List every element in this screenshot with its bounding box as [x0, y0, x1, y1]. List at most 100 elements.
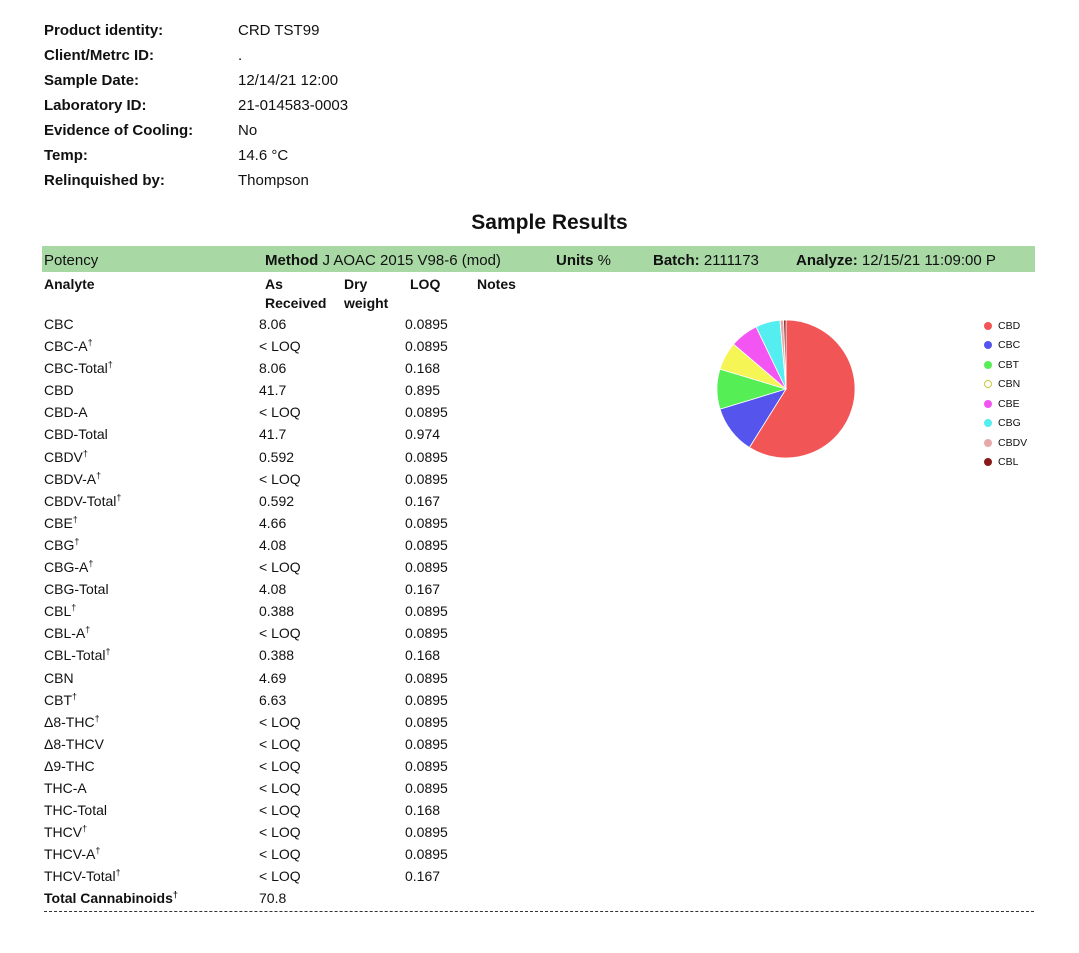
table-row: CBD 41.7 0.895 — [44, 379, 474, 401]
analyte-name: CBDV-A — [44, 470, 97, 487]
loq-cell: 0.168 — [405, 360, 441, 377]
legend-label: CBT — [998, 358, 1019, 371]
analyte-cell: CBE† — [44, 515, 78, 531]
legend-swatch — [984, 458, 992, 467]
analyte-cell: THCV-A† — [44, 846, 100, 862]
analyte-cell: CBC-A† — [44, 338, 93, 354]
method-label: Method — [265, 252, 319, 269]
analyte-cell: THC-Total — [44, 802, 107, 818]
analyte-name: Total Cannabinoids — [44, 890, 173, 907]
info-label: Client/Metrc ID: — [44, 47, 155, 64]
analyte-name: CBG — [44, 536, 75, 553]
as-received-cell: < LOQ — [259, 846, 301, 863]
as-received-cell: < LOQ — [259, 470, 301, 487]
table-row: THCV† < LOQ 0.0895 — [44, 821, 474, 843]
col-loq: LOQ — [410, 276, 441, 292]
loq-cell: 0.0895 — [405, 779, 448, 796]
table-row: CBE† 4.66 0.0895 — [44, 512, 474, 534]
analyte-cell: THCV-Total† — [44, 868, 121, 884]
analyte-cell: CBDV† — [44, 448, 88, 465]
analyte-name: CBG-A — [44, 559, 89, 576]
info-row-relinquished: Relinquished by: Thompson — [44, 168, 348, 193]
batch-label: Batch: — [653, 252, 700, 269]
analyte-name: Δ8-THCV — [44, 735, 104, 752]
as-received-cell: < LOQ — [259, 802, 301, 819]
as-received-cell: 0.388 — [259, 603, 295, 620]
table-row: CBN 4.69 0.0895 — [44, 667, 474, 689]
legend-item-cbn: CBN — [984, 375, 1027, 395]
info-label: Sample Date: — [44, 72, 140, 89]
table-row: CBDV† 0.592 0.0895 — [44, 446, 474, 468]
dagger-mark: † — [94, 713, 100, 724]
info-value: Thompson — [238, 172, 309, 189]
info-label: Relinquished by: — [44, 172, 165, 189]
as-received-cell: 4.08 — [259, 536, 287, 553]
dagger-mark: † — [116, 492, 122, 503]
dagger-mark: † — [105, 646, 111, 657]
legend-item-cbd: CBD — [984, 316, 1027, 336]
info-label: Evidence of Cooling: — [44, 122, 194, 139]
dagger-mark: † — [87, 337, 93, 348]
table-row: CBL-A† < LOQ 0.0895 — [44, 622, 474, 644]
as-received-cell: < LOQ — [259, 625, 301, 642]
legend-swatch — [984, 341, 992, 350]
analyte-cell: CBDV-A† — [44, 471, 101, 487]
analyte-name: CBL — [44, 603, 72, 620]
as-received-cell: 4.66 — [259, 514, 287, 531]
legend-swatch — [984, 360, 992, 369]
table-row: CBDV-Total† 0.592 0.167 — [44, 490, 474, 512]
analyte-name: CBDV — [44, 448, 83, 465]
table-row: CBL-Total† 0.388 0.168 — [44, 644, 474, 666]
dagger-mark: † — [95, 845, 101, 856]
loq-cell: 0.0895 — [405, 514, 448, 531]
dagger-mark: † — [115, 867, 121, 878]
analyte-cell: CBN — [44, 670, 74, 686]
loq-cell: 0.0895 — [405, 691, 448, 708]
analyte-name: CBC — [44, 316, 74, 332]
legend-swatch — [984, 419, 992, 428]
dagger-mark: † — [96, 470, 102, 480]
analyte-name: THC-A — [44, 779, 87, 796]
col-as-received-1: As — [265, 276, 283, 292]
as-received-cell: 8.06 — [259, 360, 287, 377]
analyte-cell: THC-A — [44, 780, 87, 796]
as-received-cell: < LOQ — [259, 757, 301, 774]
as-received-cell: < LOQ — [259, 713, 301, 730]
info-row-date: Sample Date: 12/14/21 12:00 — [44, 68, 348, 93]
units-value: % — [597, 252, 612, 269]
analyte-name: THCV-Total — [44, 868, 116, 885]
info-label: Product identity: — [44, 22, 164, 39]
analyte-name: THCV-A — [44, 846, 96, 863]
analyze-label: Analyze: — [796, 252, 858, 269]
dagger-mark: † — [172, 889, 178, 900]
as-received-cell: 4.08 — [259, 581, 287, 598]
table-row: CBC-A† < LOQ 0.0895 — [44, 335, 474, 357]
analyte-name: CBN — [44, 669, 74, 686]
sample-info: Product identity: CRD TST99 Client/Metrc … — [44, 18, 348, 193]
analyte-cell: CBG-A† — [44, 559, 93, 575]
table-row: THC-A < LOQ 0.0895 — [44, 777, 474, 799]
analyte-name: CBE — [44, 514, 73, 531]
as-received-cell: 41.7 — [259, 426, 287, 443]
analyte-name: CBD-Total — [44, 426, 108, 443]
dagger-mark: † — [107, 359, 113, 370]
loq-cell: 0.0895 — [405, 470, 448, 487]
info-row-temp: Temp: 14.6 °C — [44, 143, 348, 168]
legend-swatch — [984, 321, 992, 330]
dagger-mark: † — [71, 602, 77, 613]
analyte-name: CBL-Total — [44, 647, 106, 664]
as-received-cell: 0.592 — [259, 448, 295, 465]
table-row-total: Total Cannabinoids† 70.8 — [44, 887, 474, 909]
table-row: CBDV-A† < LOQ 0.0895 — [44, 468, 474, 490]
loq-cell: 0.0895 — [405, 625, 448, 642]
analyte-name: Δ8-THC — [44, 713, 95, 730]
table-row: CBG-A† < LOQ 0.0895 — [44, 556, 474, 578]
legend-swatch — [984, 399, 992, 408]
analyte-cell: Δ8-THCV — [44, 736, 104, 752]
table-row: CBC-Total† 8.06 0.168 — [44, 357, 474, 379]
legend-label: CBDV — [998, 436, 1028, 449]
pie-legend: CBD CBC CBT CBN CBE CBG CBDV CBL — [984, 316, 1027, 472]
loq-cell: 0.167 — [405, 581, 441, 598]
as-received-cell: 4.69 — [259, 669, 287, 686]
analyte-cell: THCV† — [44, 824, 87, 840]
